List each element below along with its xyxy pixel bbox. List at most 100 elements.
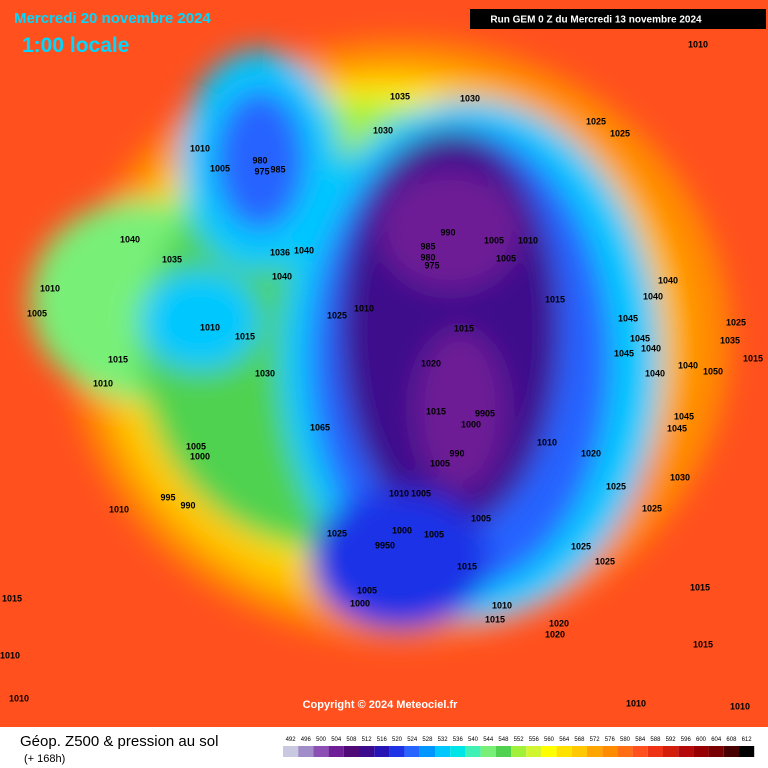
pressure-label: 1040 <box>294 245 314 255</box>
pressure-label: 980 <box>420 252 435 262</box>
pressure-label: 1065 <box>310 422 330 432</box>
colorbar-swatch <box>343 746 359 757</box>
pressure-label: 1005 <box>27 308 47 318</box>
pressure-label: 1005 <box>471 513 491 523</box>
pressure-label: 990 <box>180 500 195 510</box>
pressure-label: 985 <box>420 241 435 251</box>
colorbar-label: 612 <box>742 737 753 743</box>
pressure-label: 1005 <box>186 441 206 451</box>
pressure-label: 1025 <box>610 128 630 138</box>
colorbar-label: 532 <box>438 737 449 743</box>
colorbar-swatch <box>541 746 557 757</box>
colorbar-label: 584 <box>635 737 646 743</box>
pressure-label: 1015 <box>108 354 128 364</box>
pressure-label: 1045 <box>618 313 638 323</box>
pressure-label: 1040 <box>658 275 678 285</box>
pressure-label: 1010 <box>626 698 646 708</box>
colorbar-label: 576 <box>605 737 616 743</box>
colorbar-label: 548 <box>498 737 509 743</box>
pressure-label: 1045 <box>614 348 634 358</box>
pressure-label: 975 <box>254 166 269 176</box>
pressure-label: 1025 <box>595 556 615 566</box>
colorbar-swatch <box>556 746 572 757</box>
pressure-label: 1000 <box>392 525 412 535</box>
pressure-label: 1010 <box>9 693 29 703</box>
pressure-label: 1030 <box>460 93 480 103</box>
pressure-label: 990 <box>449 448 464 458</box>
pressure-label: 1010 <box>0 650 20 660</box>
pressure-label: 1020 <box>581 448 601 458</box>
pressure-label: 1015 <box>545 294 565 304</box>
pressure-label: 9950 <box>375 540 395 550</box>
pressure-label: 975 <box>424 260 439 270</box>
pressure-label: 1025 <box>571 541 591 551</box>
colorbar-label: 492 <box>286 737 297 743</box>
colorbar-swatch <box>404 746 420 757</box>
colorbar-label: 508 <box>346 737 357 743</box>
pressure-label: 1010 <box>40 283 60 293</box>
colorbar-label: 604 <box>711 737 722 743</box>
pressure-label: 1050 <box>703 366 723 376</box>
pressure-label: 1040 <box>641 343 661 353</box>
colorbar-label: 504 <box>331 737 342 743</box>
run-box <box>470 9 766 29</box>
pressure-label: 1005 <box>496 253 516 263</box>
colorbar-swatch <box>663 746 679 757</box>
pressure-label: 1015 <box>426 406 446 416</box>
pressure-label: 1005 <box>484 235 504 245</box>
colorbar-label: 496 <box>301 737 312 743</box>
colorbar-swatch <box>465 746 481 757</box>
pressure-label: 1045 <box>674 411 694 421</box>
pressure-label: 1010 <box>688 39 708 49</box>
pressure-label: 1010 <box>109 504 129 514</box>
pressure-label: 995 <box>160 492 175 502</box>
colorbar-swatch <box>419 746 435 757</box>
colorbar-label: 588 <box>650 737 661 743</box>
colorbar-swatch <box>632 746 648 757</box>
pressure-label: 1036 <box>270 247 290 257</box>
footer-lead: (+ 168h) <box>24 753 65 765</box>
pressure-label: 1010 <box>492 600 512 610</box>
pressure-label: 1015 <box>690 582 710 592</box>
pressure-label: 1025 <box>327 528 347 538</box>
colorbar-swatch <box>480 746 496 757</box>
pressure-label: 1010 <box>354 303 374 313</box>
copyright: Copyright © 2024 Meteociel.fr <box>303 699 459 711</box>
colorbar-label: 592 <box>666 737 677 743</box>
pressure-label: 1005 <box>357 585 377 595</box>
pressure-label: 1040 <box>643 291 663 301</box>
pressure-label: 1005 <box>430 458 450 468</box>
pressure-label: 1025 <box>642 503 662 513</box>
colorbar-label: 500 <box>316 737 327 743</box>
pressure-label: 1025 <box>606 481 626 491</box>
pressure-label: 1000 <box>190 451 210 461</box>
colorbar-label: 536 <box>453 737 464 743</box>
colorbar-swatch <box>571 746 587 757</box>
pressure-label: 1025 <box>586 116 606 126</box>
pressure-label: 980 <box>252 155 267 165</box>
pressure-label: 1010 <box>537 437 557 447</box>
colorbar: 492 496 500 504 508 512 516 520 524 528 532 536 540 5… <box>283 737 755 757</box>
colorbar-swatch <box>739 746 755 757</box>
pressure-label: 1015 <box>743 353 763 363</box>
run-info: Run GEM 0 Z du Mercredi 13 novembre 2024 <box>490 15 702 26</box>
pressure-label: 1040 <box>678 360 698 370</box>
pressure-label: 1015 <box>457 561 477 571</box>
colorbar-swatch <box>374 746 390 757</box>
colorbar-label: 524 <box>407 737 418 743</box>
colorbar-label: 556 <box>529 737 540 743</box>
pressure-label: 1010 <box>93 378 113 388</box>
pressure-label: 1030 <box>255 368 275 378</box>
colorbar-label: 540 <box>468 737 479 743</box>
pressure-label: 990 <box>440 227 455 237</box>
colorbar-swatch <box>283 746 299 757</box>
colorbar-swatch <box>587 746 603 757</box>
pressure-label: 1010 <box>190 143 210 153</box>
colorbar-label: 596 <box>681 737 692 743</box>
pressure-label: 1040 <box>272 271 292 281</box>
colorbar-swatch <box>511 746 527 757</box>
colorbar-label: 544 <box>483 737 494 743</box>
pressure-label: 1010 <box>518 235 538 245</box>
